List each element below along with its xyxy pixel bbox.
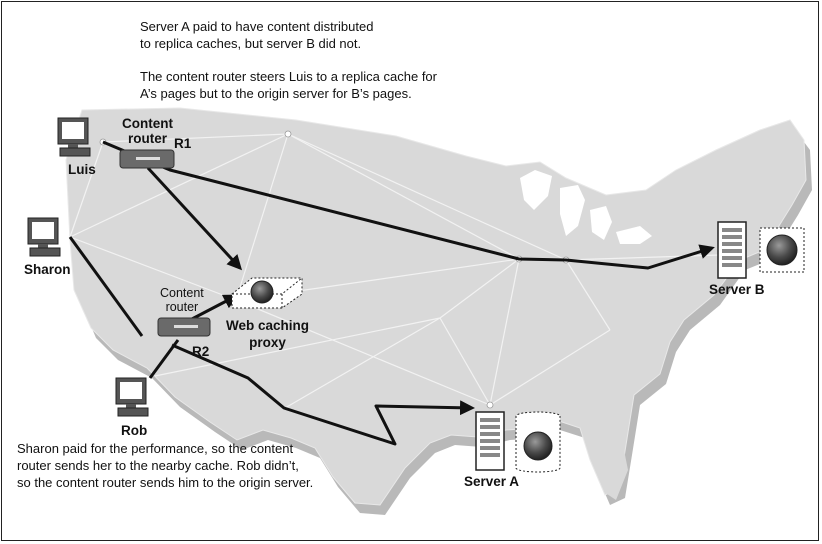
computer-icon [27, 217, 61, 257]
route-sharon-r2 [68, 236, 144, 337]
florida [596, 430, 628, 500]
computer-icon [57, 117, 91, 157]
router-icon [157, 317, 211, 337]
cache-icon [515, 411, 561, 473]
label-r2-title-line1: Content [160, 286, 204, 300]
label-r1-id: R1 [174, 136, 192, 151]
note-bottom-line1: Sharon paid for the performance, so the … [17, 441, 294, 456]
router-icon [119, 149, 175, 169]
label-r1-title-line2: router [127, 131, 167, 146]
label-r2-title: Content router [160, 286, 204, 314]
computer-icon [115, 377, 149, 417]
note-top-line2: to replica caches, but server B did not. [140, 36, 362, 51]
globe-icon [523, 431, 553, 461]
label-proxy-line2: proxy [249, 335, 286, 350]
great-lakes [520, 170, 652, 244]
note-mid-line1: The content router steers Luis to a repl… [140, 69, 437, 84]
note-mid-line2: A’s pages but to the origin server for B… [140, 86, 412, 101]
server-icon [475, 411, 505, 471]
label-proxy: Web caching proxy [226, 317, 309, 351]
label-r1-title-line1: Content [122, 116, 173, 131]
route-r2-server-a [171, 343, 475, 446]
label-r2-id: R2 [192, 344, 210, 359]
network-mesh [69, 133, 721, 409]
note-top-line1: Server A paid to have content distribute… [140, 19, 374, 34]
globe-icon [766, 234, 798, 266]
label-r2-title-line2: router [165, 300, 199, 314]
server-icon [717, 221, 747, 279]
globe-box [759, 227, 805, 273]
route-r1-proxy [146, 166, 243, 271]
globe-icon [250, 280, 274, 304]
cache-icon [231, 277, 303, 309]
label-sharon: Sharon [24, 262, 71, 277]
label-r1-title: Content router [122, 116, 173, 146]
label-server-b: Server B [709, 282, 765, 297]
label-server-a: Server A [464, 474, 520, 489]
note-bottom-line2: router sends her to the nearby cache. Ro… [17, 458, 299, 473]
us-map [65, 107, 812, 515]
note-bottom-line3: so the content router sends him to the o… [17, 475, 314, 490]
label-rob: Rob [121, 423, 148, 438]
label-luis: Luis [68, 162, 96, 177]
route-r2-proxy [189, 294, 239, 322]
label-proxy-line1: Web caching [226, 318, 310, 333]
